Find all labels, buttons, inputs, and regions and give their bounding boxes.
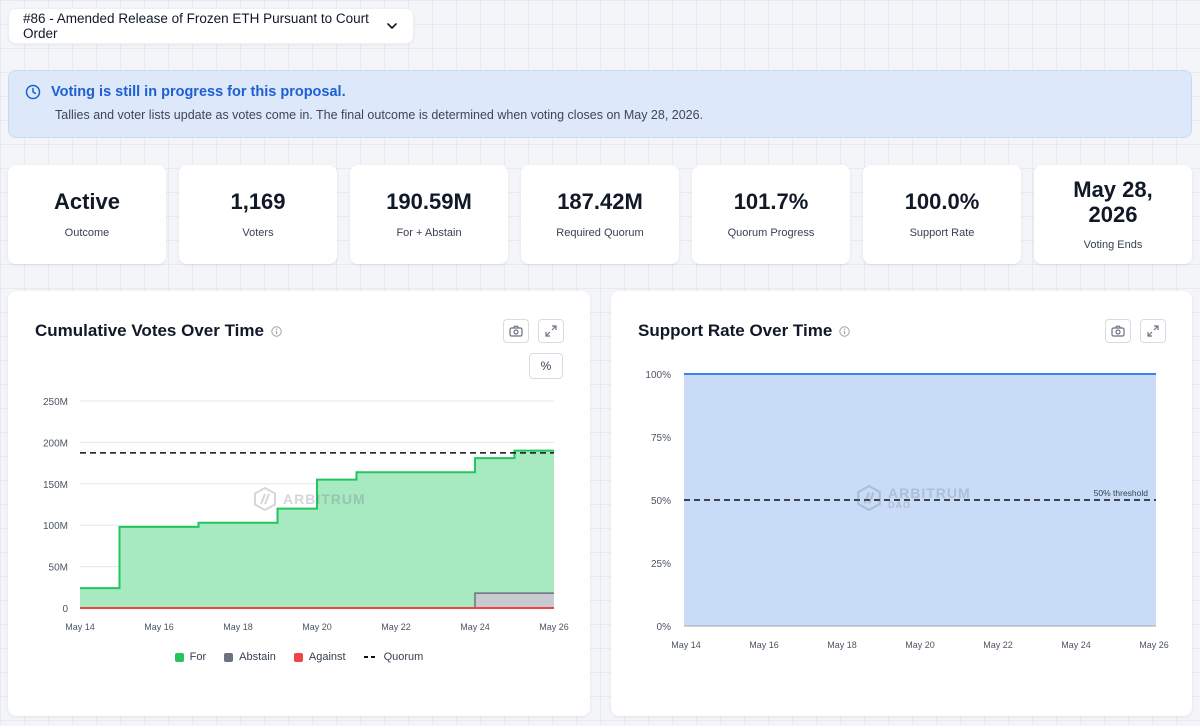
watermark-subtext: DAO — [888, 499, 911, 510]
x-tick-label: May 22 — [381, 622, 411, 632]
x-tick-label: May 16 — [749, 640, 779, 650]
camera-icon — [1111, 325, 1125, 337]
stat-value: 1,169 — [230, 189, 286, 215]
info-icon[interactable] — [271, 325, 282, 337]
stat-value: 100.0% — [904, 189, 980, 215]
stat-card-for-abstain: 190.59M For + Abstain — [350, 165, 508, 264]
legend-label: For — [189, 651, 207, 663]
expand-button[interactable] — [1140, 319, 1166, 343]
stat-value: 187.42M — [557, 189, 643, 215]
y-tick-label: 50% — [651, 496, 671, 507]
legend-item-for[interactable]: For — [174, 651, 207, 663]
y-tick-label: 50M — [49, 563, 68, 574]
camera-icon — [509, 325, 523, 337]
stat-card-outcome: Active Outcome — [8, 165, 166, 264]
watermark-text: ARBITRUM — [888, 484, 971, 501]
support-rate-panel: Support Rate Over Time 0% 25% 50% 75% 100% Ma… — [611, 291, 1192, 716]
panel-title-support: Support Rate Over Time — [638, 321, 850, 341]
watermark-text: ARBITRUM — [283, 491, 366, 507]
x-tick-label: May 26 — [539, 622, 569, 632]
x-tick-label: May 16 — [144, 622, 174, 632]
stat-value: May 28, 2026 — [1073, 177, 1153, 227]
stat-label: Quorum Progress — [727, 226, 815, 239]
proposal-selector[interactable]: #86 - Amended Release of Frozen ETH Purs… — [8, 8, 414, 44]
arbitrum-watermark: ARBITRUM — [253, 487, 366, 511]
stat-card-support-rate: 100.0% Support Rate — [863, 165, 1021, 264]
chart-legend: For Abstain Against Quorum — [8, 651, 590, 663]
legend-label: Abstain — [239, 651, 276, 663]
cumulative-votes-panel: Cumulative Votes Over Time % 0 50M 100M 150… — [8, 291, 590, 716]
x-tick-label: May 20 — [905, 640, 935, 650]
camera-button[interactable] — [1105, 319, 1131, 343]
percent-toggle-button[interactable]: % — [529, 353, 563, 379]
legend-swatch — [174, 652, 184, 662]
legend-label: Against — [308, 651, 346, 663]
voting-progress-banner: Voting is still in progress for this pro… — [8, 70, 1192, 138]
x-tick-label: May 26 — [1139, 640, 1169, 650]
stat-card-quorum-progress: 101.7% Quorum Progress — [692, 165, 850, 264]
cumulative-title-text: Cumulative Votes Over Time — [35, 321, 264, 340]
legend-swatch — [293, 652, 303, 662]
stat-value: 101.7% — [733, 189, 809, 215]
cumulative-votes-chart: 0 50M 100M 150M 200M 250M May 14 May 16 May 18 Ma… — [43, 397, 569, 632]
stat-label: Required Quorum — [556, 226, 644, 239]
legend-swatch — [224, 652, 234, 662]
x-tick-label: May 22 — [983, 640, 1013, 650]
stat-label: Voters — [242, 226, 274, 239]
y-tick-label: 100% — [645, 370, 671, 381]
legend-item-against[interactable]: Against — [293, 651, 346, 663]
y-tick-label: 0 — [62, 604, 68, 615]
stat-label: For + Abstain — [396, 226, 462, 239]
y-tick-label: 200M — [43, 438, 68, 449]
banner-subtitle: Tallies and voter lists update as votes … — [55, 108, 704, 122]
for-line — [80, 449, 554, 590]
x-tick-label: May 18 — [223, 622, 253, 632]
stat-value: 190.59M — [386, 189, 472, 215]
x-tick-label: May 14 — [65, 622, 95, 632]
stat-label: Outcome — [64, 226, 110, 239]
y-tick-label: 150M — [43, 480, 68, 491]
info-icon[interactable] — [839, 325, 850, 337]
stat-card-voters: 1,169 Voters — [179, 165, 337, 264]
arbitrum-logo-icon — [856, 485, 882, 511]
chevron-down-icon — [385, 19, 399, 33]
legend-item-abstain[interactable]: Abstain — [224, 651, 276, 663]
expand-button[interactable] — [538, 319, 564, 343]
arbitrum-watermark: ARBITRUM DAO — [856, 485, 971, 511]
camera-button[interactable] — [503, 319, 529, 343]
support-rate-chart: 0% 25% 50% 75% 100% May 14 May 16 May 18 May 20 M… — [645, 370, 1169, 650]
x-tick-label: May 20 — [302, 622, 332, 632]
legend-item-quorum[interactable]: Quorum — [363, 651, 424, 663]
y-tick-label: 75% — [651, 433, 671, 444]
y-tick-label: 25% — [651, 559, 671, 570]
abstain-area — [80, 593, 554, 608]
y-tick-label: 100M — [43, 521, 68, 532]
for-area — [80, 450, 554, 608]
support-title-text: Support Rate Over Time — [638, 321, 833, 340]
stat-cards: Active Outcome 1,169 Voters 190.59M For … — [8, 165, 1192, 264]
x-tick-label: May 24 — [1061, 640, 1091, 650]
expand-icon — [1147, 325, 1159, 337]
proposal-selector-label: #86 - Amended Release of Frozen ETH Purs… — [23, 11, 369, 41]
stat-label: Support Rate — [909, 226, 975, 239]
stat-card-required-quorum: 187.42M Required Quorum — [521, 165, 679, 264]
x-tick-label: May 18 — [827, 640, 857, 650]
stat-card-voting-ends: May 28, 2026 Voting Ends — [1034, 165, 1192, 264]
arbitrum-logo-icon — [253, 487, 277, 511]
x-tick-label: May 24 — [460, 622, 490, 632]
stat-value: Active — [53, 189, 121, 215]
x-tick-label: May 14 — [671, 640, 701, 650]
y-tick-label: 0% — [657, 622, 672, 633]
expand-icon — [545, 325, 557, 337]
threshold-label: 50% threshold — [1094, 488, 1149, 498]
legend-label: Quorum — [383, 651, 424, 663]
stat-label: Voting Ends — [1083, 238, 1143, 251]
panel-title-cumulative: Cumulative Votes Over Time — [35, 321, 282, 341]
y-tick-label: 250M — [43, 397, 68, 408]
banner-title: Voting is still in progress for this pro… — [51, 84, 346, 100]
clock-icon — [25, 84, 41, 100]
legend-swatch — [363, 656, 378, 658]
